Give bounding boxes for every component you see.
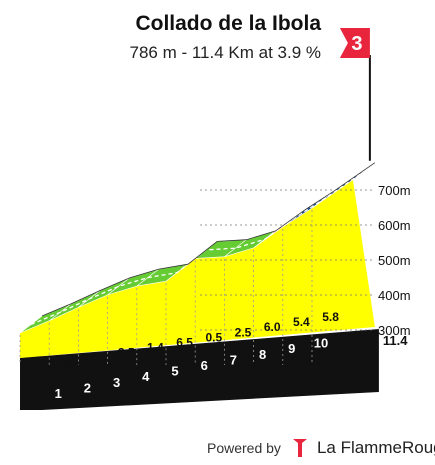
grid-lines (200, 189, 375, 331)
profile-back-edge (41, 162, 376, 317)
km-tick-label: 7 (230, 352, 237, 367)
climb-subtitle: 786 m - 11.4 Km at 3.9 % (129, 43, 322, 62)
category-flag: 3 (339, 28, 370, 58)
base-front-face (20, 329, 379, 410)
km-tick-labels: 1 2 3 4 5 6 7 8 9 10 (55, 336, 329, 401)
total-distance-label: 11.4 (383, 333, 408, 348)
gradient-label: 3.5 (30, 361, 47, 375)
gradient-label: 5.8 (322, 310, 339, 324)
gradient-label: 1.4 (147, 341, 164, 355)
km-tick-label: 9 (288, 341, 295, 356)
category-badge: 3 (351, 33, 362, 55)
km-tick-label: 3 (113, 375, 120, 390)
km-tick-label: 8 (259, 347, 266, 362)
gradient-label: 5.4 (293, 315, 310, 329)
gradient-labels: 3.5 3.8 3.6 2.5 1.4 6.5 0.5 2.5 6.0 5.4 5.8 (30, 310, 339, 375)
gradient-label: 2.5 (235, 325, 252, 339)
km-tick-label: 5 (171, 364, 178, 379)
altitude-label: 400m (378, 288, 411, 303)
gradient-label: 3.8 (59, 356, 76, 370)
km-tick-label: 6 (201, 358, 208, 373)
altitude-label: 700m (378, 183, 411, 198)
footer: Powered by La FlammeRouge (207, 436, 435, 460)
gradient-label: 3.6 (89, 351, 106, 365)
gradient-label: 2.5 (118, 346, 135, 360)
altitude-label: 300m (378, 323, 411, 338)
profile-ribbon (19, 162, 376, 334)
segment-dividers (19, 210, 313, 365)
km-tick-label: 2 (84, 380, 91, 395)
km-tick-label: 1 (55, 386, 62, 401)
gradient-label: 0.5 (205, 330, 222, 344)
gradient-label: 6.0 (264, 320, 281, 334)
flame-rouge-logo-icon (292, 439, 307, 457)
category-flag-shape (339, 28, 370, 58)
powered-by-text: Powered by (207, 440, 281, 456)
elevation-fill (20, 179, 375, 358)
altitude-labels: 300m 400m 500m 600m 700m (378, 183, 411, 338)
profile-midline (30, 170, 365, 326)
climb-title: Collado de la Ibola (135, 12, 321, 35)
km-tick-label: 10 (314, 336, 328, 351)
gradient-label: 6.5 (176, 336, 193, 350)
altitude-label: 600m (378, 218, 411, 233)
altitude-label: 500m (378, 253, 411, 268)
km-tick-label: 4 (142, 369, 150, 384)
brand-name: La FlammeRouge (316, 438, 435, 457)
